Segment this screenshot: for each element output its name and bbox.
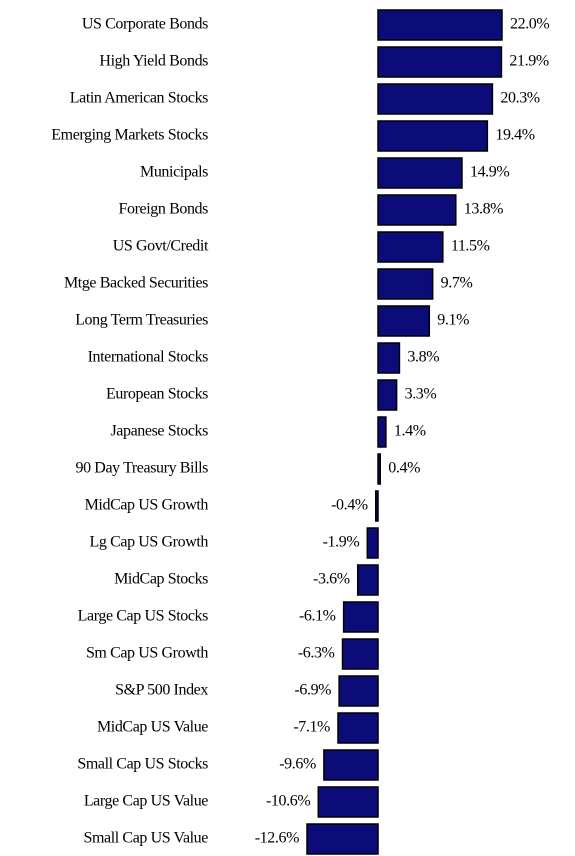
value-label: -1.9% [323, 534, 360, 551]
value-label: 14.9% [470, 164, 509, 181]
value-label: 1.4% [394, 423, 426, 440]
bar [377, 194, 457, 226]
category-label: MidCap Stocks [114, 571, 208, 588]
value-label: 22.0% [510, 16, 549, 33]
value-label: 13.8% [464, 201, 503, 218]
bar [377, 268, 434, 300]
value-label: 21.9% [509, 53, 548, 70]
category-label: S&P 500 Index [115, 682, 208, 699]
category-label: Small Cap US Value [83, 830, 208, 847]
bar [377, 379, 398, 411]
bar [377, 231, 444, 263]
bar [337, 712, 379, 744]
value-label: 9.7% [441, 275, 473, 292]
category-label: US Corporate Bonds [82, 16, 208, 33]
bar [341, 638, 379, 670]
category-label: MidCap US Growth [85, 497, 209, 514]
category-label: Mtge Backed Securities [64, 275, 208, 292]
value-label: 3.8% [407, 349, 439, 366]
category-label: Foreign Bonds [119, 201, 209, 218]
category-label: Lg Cap US Growth [90, 534, 209, 551]
category-label: International Stocks [88, 349, 209, 366]
value-label: 11.5% [451, 238, 490, 255]
value-label: -3.6% [313, 571, 350, 588]
category-label: Long Term Treasuries [75, 312, 208, 329]
bar [377, 342, 401, 374]
bar [377, 157, 463, 189]
value-label: -10.6% [266, 793, 310, 810]
category-label: Municipals [140, 164, 208, 181]
bar [342, 601, 379, 633]
bar [377, 46, 503, 78]
value-label: 20.3% [500, 90, 539, 107]
value-label: -12.6% [255, 830, 299, 847]
value-label: -7.1% [293, 719, 330, 736]
value-label: -6.9% [294, 682, 331, 699]
category-label: Sm Cap US Growth [86, 645, 208, 662]
bar [323, 749, 379, 781]
value-label: 0.4% [388, 460, 420, 477]
bar [377, 453, 382, 485]
category-label: US Govt/Credit [113, 238, 209, 255]
bar [306, 823, 379, 855]
value-label: 3.3% [405, 386, 437, 403]
value-label: -6.3% [298, 645, 335, 662]
category-label: Large Cap US Value [84, 793, 208, 810]
category-label: Large Cap US Stocks [78, 608, 208, 625]
value-label: 19.4% [495, 127, 534, 144]
bar [377, 9, 503, 41]
category-label: Japanese Stocks [110, 423, 208, 440]
bar [356, 564, 379, 596]
bar [338, 675, 379, 707]
category-label: Emerging Markets Stocks [51, 127, 208, 144]
bar [377, 416, 387, 448]
category-label: Latin American Stocks [70, 90, 208, 107]
bar [375, 490, 379, 522]
bar [377, 120, 489, 152]
value-label: -6.1% [299, 608, 336, 625]
bar [317, 786, 379, 818]
bar [377, 305, 431, 337]
value-label: 9.1% [437, 312, 469, 329]
category-label: High Yield Bonds [99, 53, 208, 70]
bar [366, 527, 379, 559]
bar [377, 83, 494, 115]
category-label: European Stocks [106, 386, 208, 403]
category-label: Small Cap US Stocks [77, 756, 208, 773]
value-label: -9.6% [279, 756, 316, 773]
category-label: MidCap US Value [97, 719, 208, 736]
category-label: 90 Day Treasury Bills [76, 460, 209, 477]
value-label: -0.4% [331, 497, 368, 514]
